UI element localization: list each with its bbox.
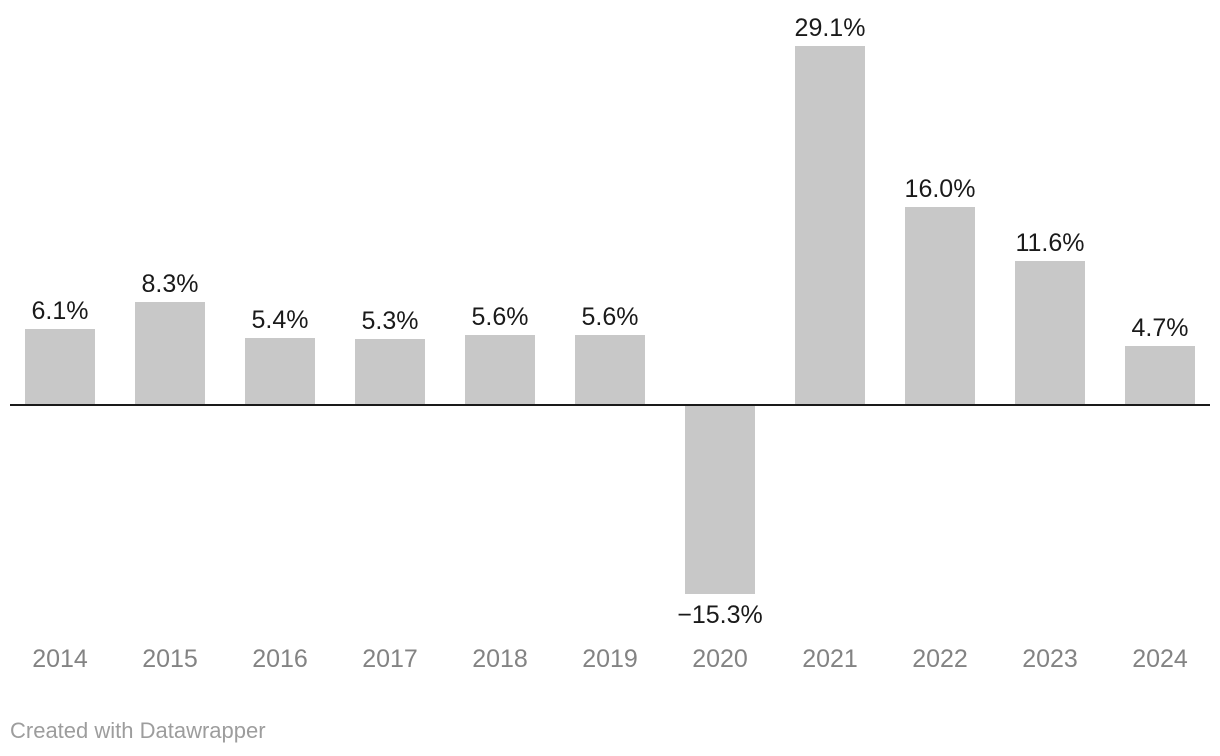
x-tick-label-2023: 2023 [1022,645,1078,673]
x-tick-label-2016: 2016 [252,645,308,673]
x-tick-label-2019: 2019 [582,645,638,673]
value-label-2016: 5.4% [251,306,309,334]
value-label-2018: 5.6% [471,303,529,331]
value-label-2021: 29.1% [794,14,866,42]
bar-2020[interactable] [685,406,755,594]
value-label-2024: 4.7% [1131,314,1189,342]
bar-2019[interactable] [575,335,645,404]
x-tick-label-2022: 2022 [912,645,968,673]
bar-2014[interactable] [25,329,95,404]
value-label-2015: 8.3% [141,270,199,298]
bar-2016[interactable] [245,338,315,404]
x-tick-label-2021: 2021 [802,645,858,673]
x-axis-baseline [10,404,1210,406]
value-label-2017: 5.3% [361,307,419,335]
bar-2024[interactable] [1125,346,1195,404]
bar-2023[interactable] [1015,261,1085,404]
x-tick-label-2024: 2024 [1132,645,1188,673]
attribution-text: Created with Datawrapper [10,718,266,743]
value-label-2020: −15.3% [677,601,763,629]
bar-2022[interactable] [905,207,975,404]
bar-2018[interactable] [465,335,535,404]
x-tick-label-2018: 2018 [472,645,528,673]
value-label-2014: 6.1% [31,297,89,325]
x-tick-label-2020: 2020 [692,645,748,673]
x-tick-label-2014: 2014 [32,645,88,673]
value-label-2019: 5.6% [581,303,639,331]
x-tick-label-2017: 2017 [362,645,418,673]
bar-2021[interactable] [795,46,865,404]
value-label-2022: 16.0% [904,175,976,203]
value-label-2023: 11.6% [1015,229,1085,257]
bar-2015[interactable] [135,302,205,404]
x-tick-label-2015: 2015 [142,645,198,673]
bar-2017[interactable] [355,339,425,404]
